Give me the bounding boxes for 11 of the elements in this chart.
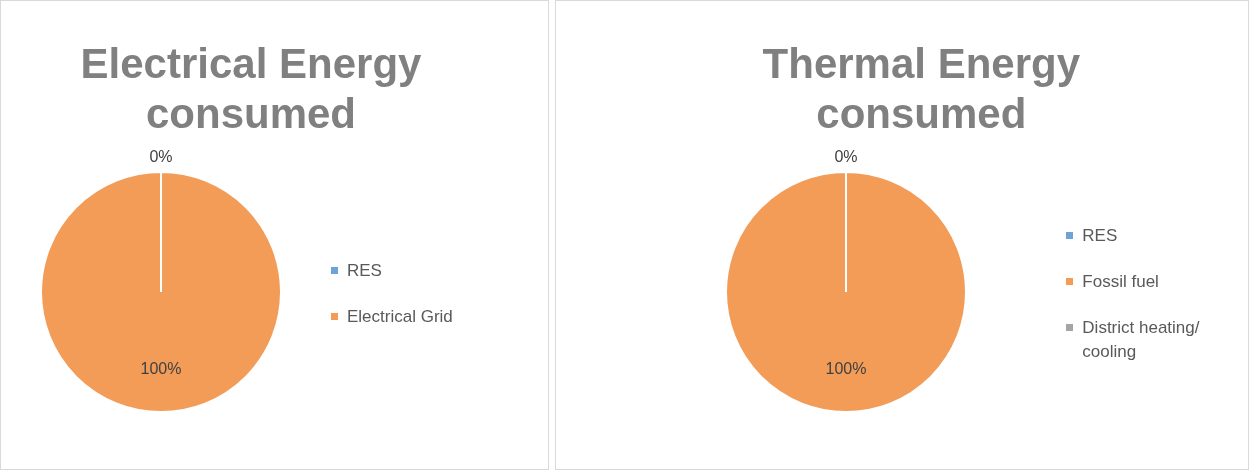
- legend-label: RES: [1082, 225, 1118, 247]
- chart-title: Electrical Energy consumed: [79, 39, 423, 139]
- chart-title: Thermal Energy consumed: [761, 39, 1082, 139]
- text: 0%: [834, 148, 858, 166]
- data-label: 100%: [140, 360, 182, 378]
- legend-label: RES: [347, 260, 382, 282]
- legend-label: Fossil fuel: [1082, 271, 1159, 293]
- legend-label: Electrical Grid: [347, 306, 453, 328]
- text: 0%: [149, 148, 173, 166]
- legend-label: District heating/ cooling: [1082, 317, 1201, 363]
- data-label: 100%: [825, 360, 867, 378]
